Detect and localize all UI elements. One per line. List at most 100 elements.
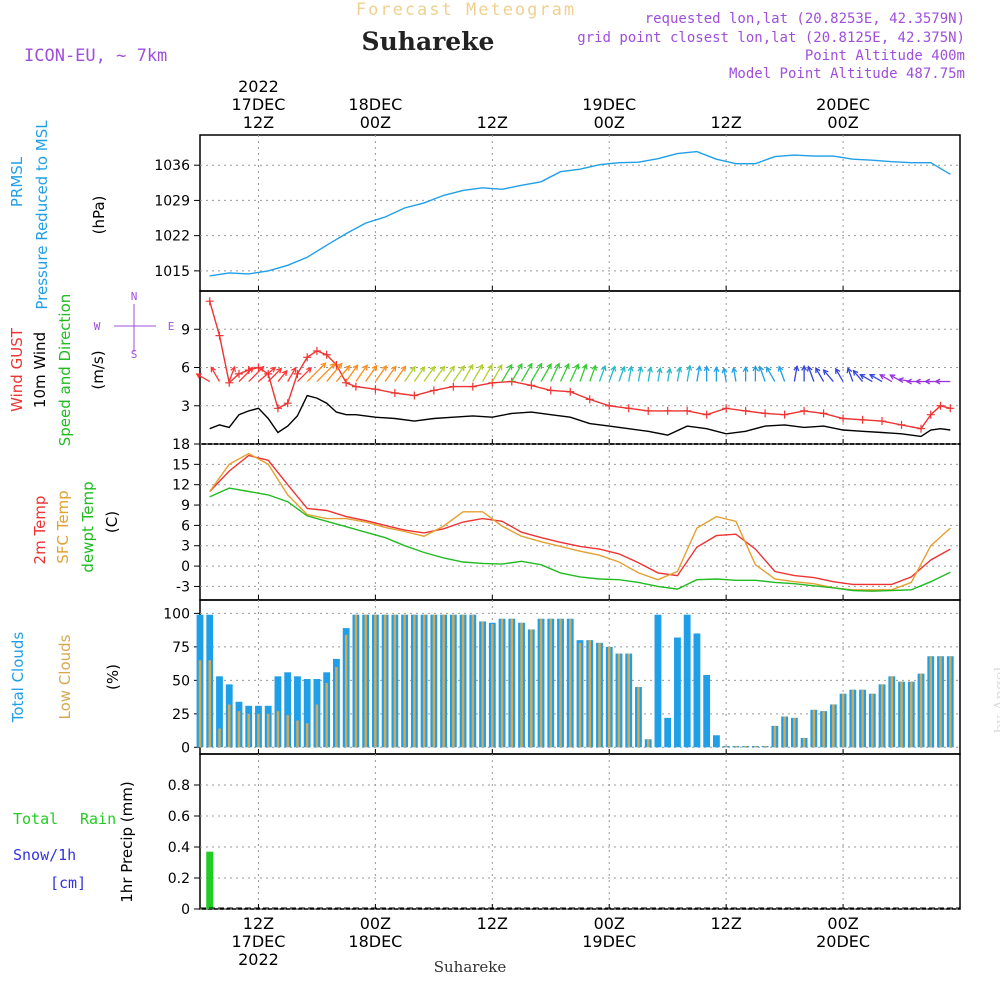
- low-cloud-bar: [491, 624, 494, 748]
- wind-arrow: [777, 365, 786, 382]
- wind-arrow-head: [822, 368, 829, 376]
- y-tick-label: 75: [172, 640, 190, 656]
- wind-arrow: [815, 366, 825, 382]
- wind-arrow-shaft: [530, 363, 543, 382]
- wind-arrow-shaft: [472, 364, 484, 382]
- wind-arrow: [443, 365, 455, 382]
- y-tick-label: 15: [172, 457, 190, 473]
- wind-arrow-shaft: [766, 367, 776, 382]
- wind-arrow: [306, 362, 327, 382]
- time-label: 00Z: [594, 113, 625, 132]
- wind-arrow-head: [914, 378, 921, 385]
- wind-arrow-shaft: [296, 367, 312, 382]
- y-tick-label: 50: [172, 673, 190, 689]
- y-tick-label: 1036: [154, 158, 190, 174]
- wind-arrow: [491, 364, 503, 382]
- wind-arrow: [404, 365, 416, 382]
- low-cloud-bar: [793, 717, 796, 748]
- cloud-labels: Total Clouds Low Clouds (%): [9, 632, 122, 724]
- wind-arrow: [423, 365, 436, 382]
- y-tick-label: 6: [181, 518, 190, 534]
- wind-arrow-shaft: [501, 364, 513, 382]
- wind-arrow-shaft: [628, 366, 632, 382]
- wind-arrow-shaft: [618, 366, 625, 382]
- wind-arrow-head: [507, 363, 513, 370]
- low-cloud-bar: [617, 653, 621, 748]
- wind-arrow-shaft: [277, 370, 288, 382]
- total-cloud-bar: [284, 672, 292, 748]
- wind-arrow: [472, 363, 484, 382]
- wind-arrow-shaft: [723, 368, 727, 382]
- gust-point: [205, 297, 214, 306]
- wind-arrow: [695, 364, 702, 382]
- wind-arrow-head: [477, 363, 484, 370]
- wind-arrow: [766, 366, 776, 382]
- wind-arrow-shaft: [647, 367, 652, 382]
- wind-arrow-shaft: [589, 365, 597, 382]
- gust-point: [234, 369, 243, 378]
- gust-point: [819, 409, 828, 418]
- low-cloud-bar: [237, 711, 241, 748]
- wind-arrow: [579, 363, 588, 382]
- wind-arrow-head: [381, 364, 387, 372]
- wind-arrow-head: [468, 363, 474, 370]
- gust-point: [351, 382, 360, 391]
- wind-arrow-head: [897, 377, 904, 383]
- wind-panel: 3 6 9: [181, 290, 961, 445]
- time-label: 18DEC: [348, 95, 402, 114]
- time-label: 19DEC: [582, 95, 636, 114]
- gust-point: [244, 366, 253, 375]
- wind-arrow-head: [610, 365, 617, 372]
- gust-point: [215, 331, 224, 340]
- time-label: 00Z: [827, 914, 858, 933]
- wind-arrow-head: [686, 364, 693, 371]
- wind-arrow: [195, 373, 211, 383]
- low-cloud-bar: [403, 614, 406, 748]
- wind-arrow-shaft: [491, 364, 503, 382]
- wind-arrow-head: [905, 378, 912, 385]
- gust-point: [946, 404, 955, 413]
- gust-point: [293, 369, 302, 378]
- gust-point: [644, 406, 653, 415]
- location-title: Suhareke: [362, 27, 495, 56]
- y-tick-label: 0: [181, 740, 190, 756]
- gust-point: [722, 404, 731, 413]
- temp-label-2m: 2m Temp: [31, 496, 49, 565]
- wind-arrow-shaft: [559, 363, 570, 382]
- temp-panel: -3 0 3 6 9 12 15 18: [172, 437, 961, 601]
- pressure-label-msl: Pressure Reduced to MSL: [33, 120, 51, 310]
- y-tick-label: 0.4: [168, 840, 190, 856]
- time-label: 18DEC: [348, 932, 402, 951]
- low-cloud-bar: [208, 660, 211, 748]
- y-tick-label: 9: [181, 498, 190, 514]
- wind-arrow-head: [247, 366, 254, 373]
- total-cloud-bar: [654, 614, 662, 748]
- low-cloud-bar: [734, 745, 738, 748]
- wind-arrow-shaft: [835, 368, 844, 382]
- precip-frame: [199, 753, 961, 910]
- y-tick-label: 1015: [154, 264, 190, 280]
- gust-point: [741, 406, 750, 415]
- low-cloud-bar: [851, 689, 855, 748]
- low-cloud-bar: [832, 704, 835, 748]
- wind-arrow-head: [815, 366, 821, 374]
- y-tick-label: 3: [181, 399, 190, 415]
- wind-arrow: [742, 365, 749, 382]
- wind-arrow-shaft: [793, 366, 798, 382]
- time-label: 20DEC: [816, 932, 870, 951]
- dewpt-temp-line: [209, 487, 951, 592]
- gust-point: [917, 424, 926, 433]
- low-cloud-bar: [471, 614, 475, 748]
- compass-east: E: [168, 320, 175, 333]
- gust-point: [527, 381, 536, 390]
- wind-arrow-head: [554, 362, 561, 369]
- low-cloud-bar: [939, 656, 942, 748]
- wind-arrow: [627, 365, 634, 382]
- total-cloud-bar: [664, 717, 672, 748]
- low-cloud-bar: [900, 681, 903, 748]
- wind-arrow: [618, 365, 626, 382]
- gust-point: [780, 410, 789, 419]
- wind-arrow: [879, 374, 893, 383]
- low-cloud-bar: [461, 614, 465, 748]
